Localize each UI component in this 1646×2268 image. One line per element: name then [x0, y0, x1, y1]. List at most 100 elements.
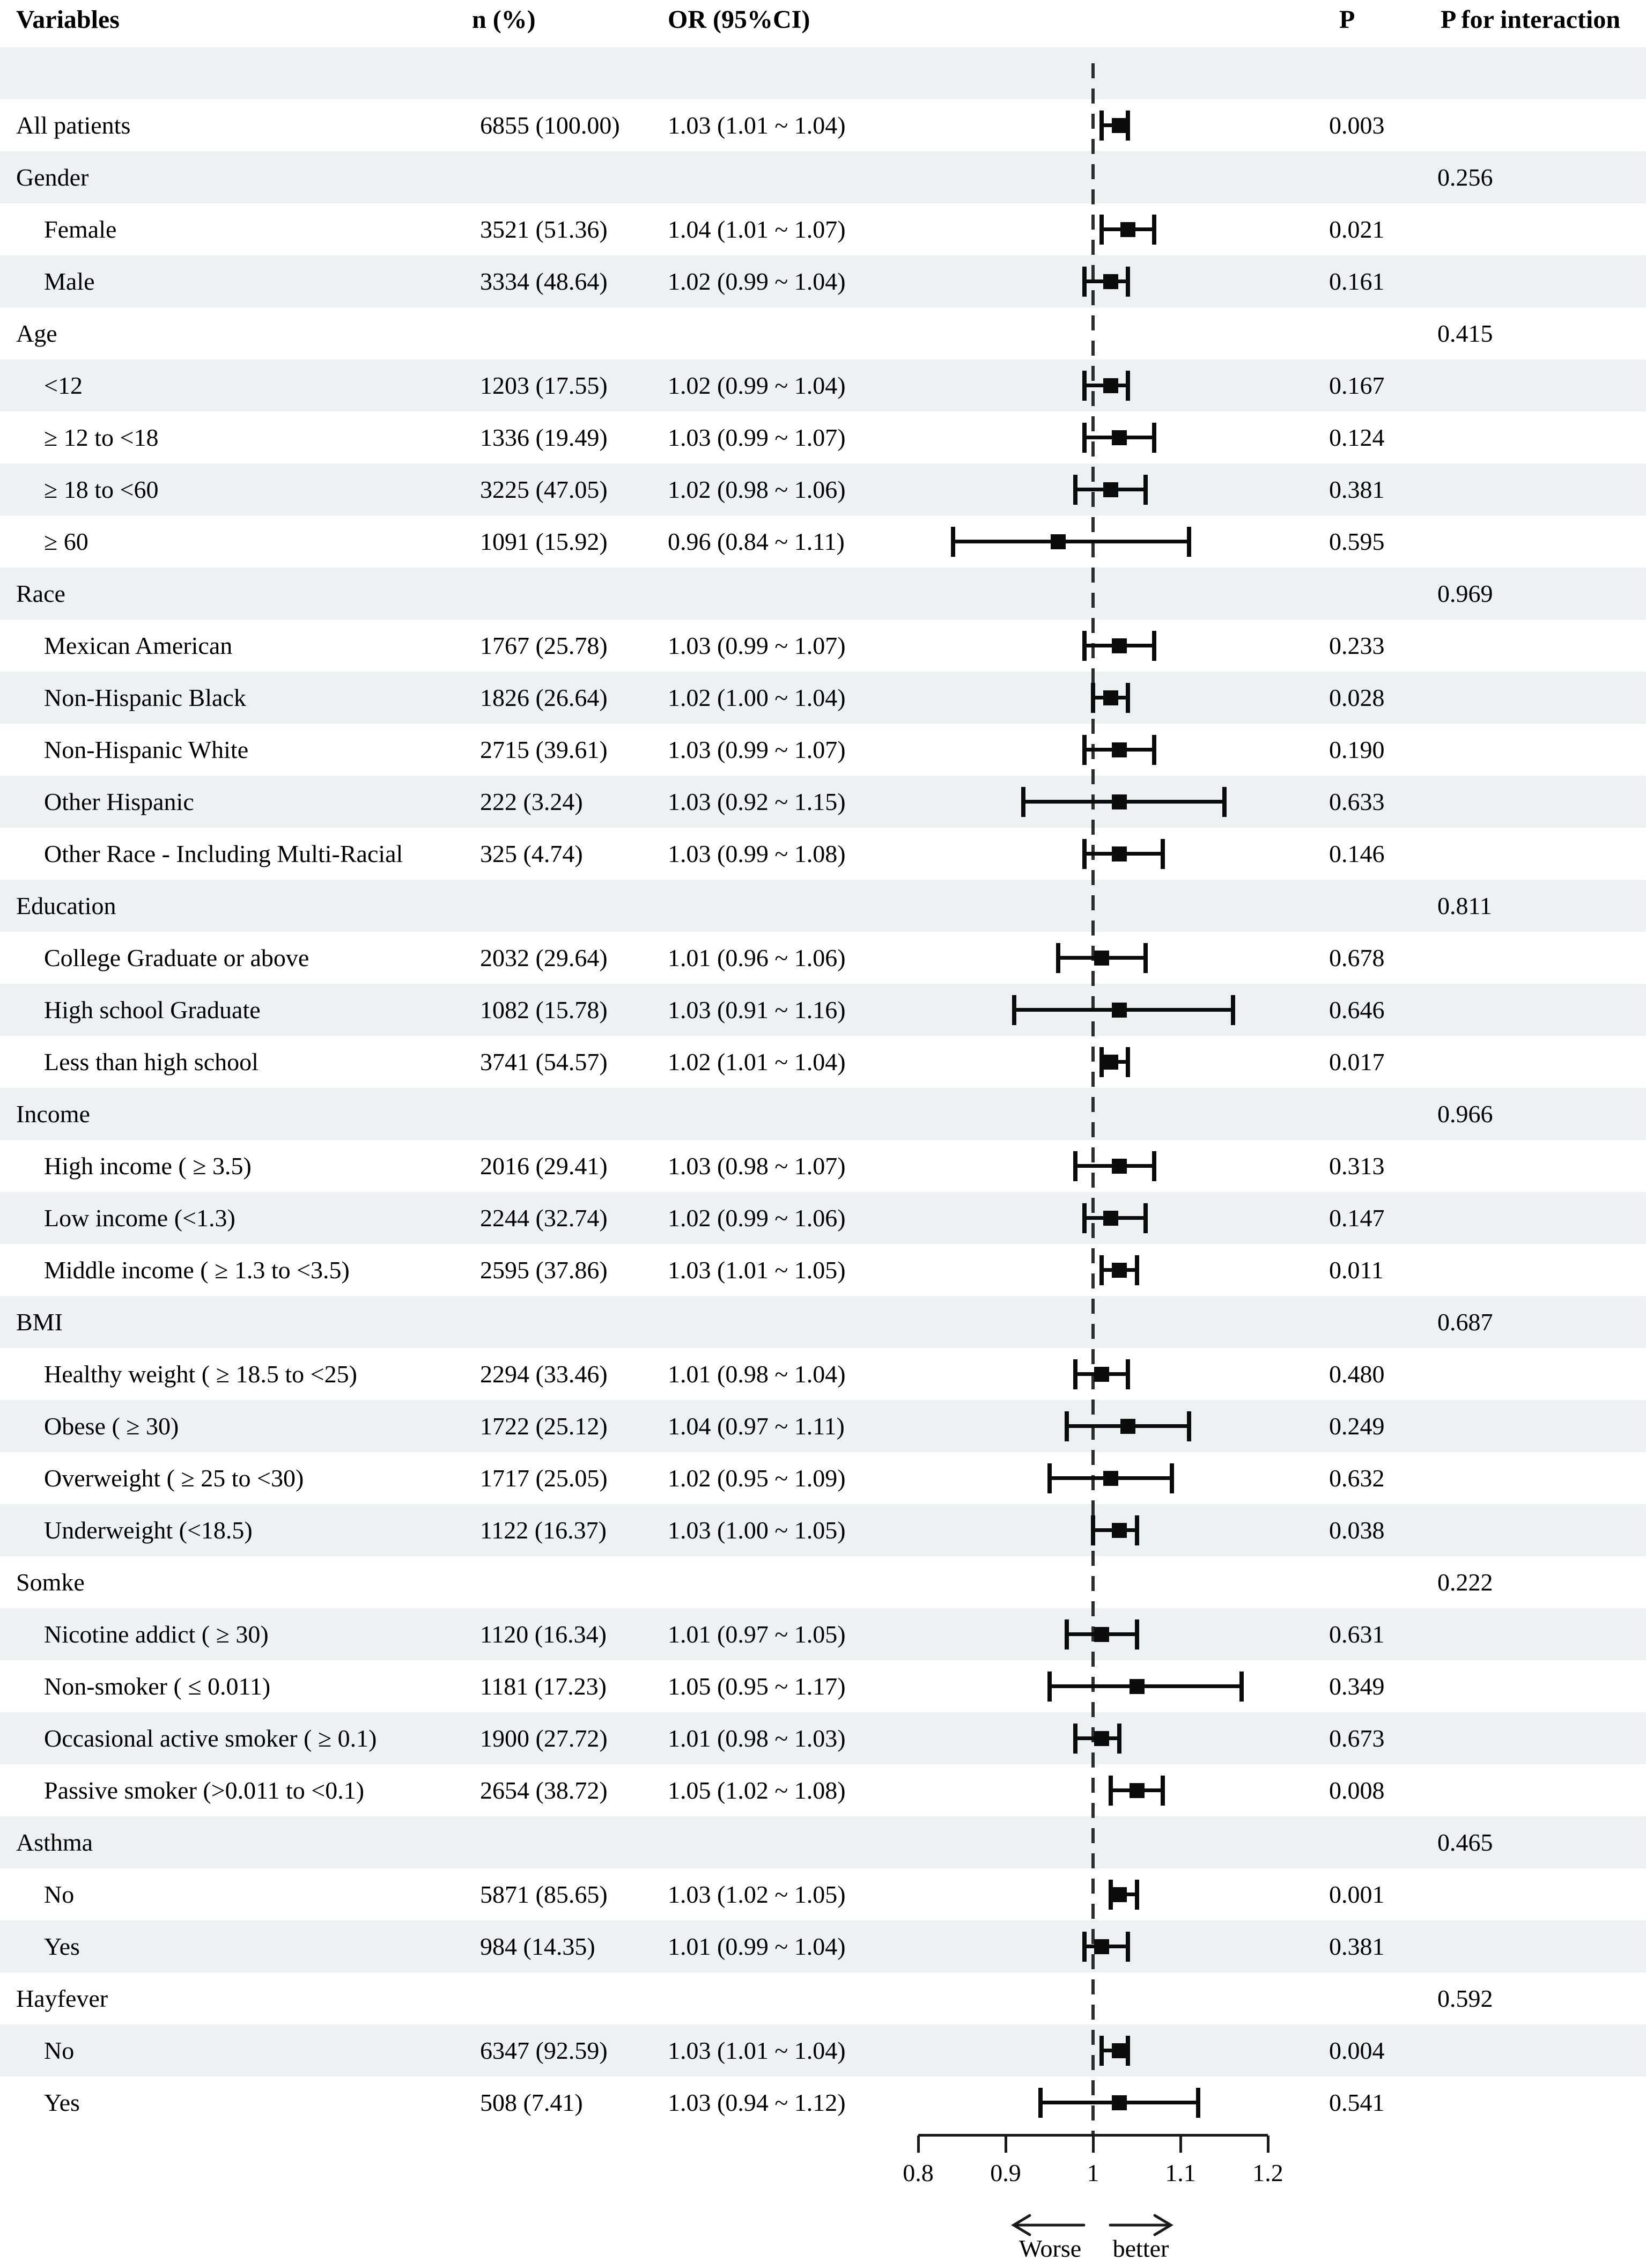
row-p-value: 0.167 [1329, 372, 1385, 399]
row-label: College Graduate or above [44, 944, 309, 971]
ci-cap-right [1161, 838, 1165, 869]
ci-cap-left [1082, 422, 1087, 453]
row-p-value: 0.381 [1329, 1933, 1385, 1960]
row-p-value: 0.003 [1329, 112, 1385, 139]
row-n-pct: 5871 (85.65) [480, 1881, 608, 1908]
table-row: Occasional active smoker ( ≥ 0.1) 1900 (2… [0, 1712, 1646, 1764]
row-n-pct: 1091 (15.92) [480, 528, 608, 555]
row-label: Healthy weight ( ≥ 18.5 to <25) [44, 1360, 357, 1388]
row-p-value: 0.632 [1329, 1464, 1385, 1492]
table-row: Low income (<1.3) 2244 (32.74) 1.02 (0.99 … [0, 1192, 1646, 1244]
row-or-text: 1.03 (1.00 ~ 1.05) [668, 1516, 846, 1544]
table-row: Nicotine addict ( ≥ 30) 1120 (16.34) 1.01 … [0, 1608, 1646, 1660]
column-header-n-pct: n (%) [472, 5, 536, 34]
x-axis-tick [1179, 2136, 1182, 2153]
row-n-pct: 325 (4.74) [480, 840, 583, 867]
ci-cap-right [1143, 942, 1148, 973]
ci-cap-right [1143, 1203, 1148, 1233]
row-label: Non-smoker ( ≤ 0.011) [44, 1673, 271, 1700]
table-row: ≥ 18 to <60 3225 (47.05) 1.02 (0.98 ~ 1.06… [0, 463, 1646, 516]
ci-cap-right [1134, 1255, 1139, 1285]
row-label: <12 [44, 372, 83, 399]
row-n-pct: 3334 (48.64) [480, 268, 608, 295]
or-marker [1111, 117, 1127, 133]
row-label: Yes [44, 2089, 80, 2116]
row-label: Yes [44, 1933, 80, 1960]
table-row: Gender 0.256 [0, 151, 1646, 203]
row-or-text: 1.04 (0.97 ~ 1.11) [668, 1412, 845, 1440]
row-label: Less than high school [44, 1048, 259, 1076]
or-marker [1111, 1522, 1127, 1538]
ci-cap-right [1126, 2035, 1131, 2066]
row-or-text: 1.03 (0.99 ~ 1.08) [668, 840, 846, 867]
or-marker [1129, 1783, 1145, 1798]
row-or-text: 1.05 (0.95 ~ 1.17) [668, 1673, 846, 1700]
ci-cap-right [1126, 682, 1131, 713]
or-marker [1120, 1418, 1136, 1434]
row-label: Education [16, 892, 116, 919]
ci-cap-left [1065, 1619, 1069, 1650]
table-row: No 6347 (92.59) 1.03 (1.01 ~ 1.04) 0.004 [0, 2024, 1646, 2076]
or-marker [1111, 846, 1127, 861]
row-p-interaction: 0.969 [1437, 580, 1493, 607]
x-axis-tick-label: 1.1 [1165, 2159, 1196, 2186]
ci-cap-left [1082, 266, 1087, 297]
or-marker [1094, 1366, 1110, 1382]
table-row: Race 0.969 [0, 568, 1646, 620]
row-or-text: 1.03 (1.01 ~ 1.05) [668, 1256, 846, 1284]
ci-cap-right [1152, 630, 1157, 661]
row-p-value: 0.017 [1329, 1048, 1385, 1076]
table-row: Non-Hispanic White 2715 (39.61) 1.03 (0.99… [0, 724, 1646, 776]
table-row: Hayfever 0.592 [0, 1972, 1646, 2024]
row-n-pct: 1717 (25.05) [480, 1464, 608, 1492]
row-label: Nicotine addict ( ≥ 30) [44, 1621, 269, 1648]
ci-cap-left [1047, 1671, 1052, 1702]
row-p-value: 0.038 [1329, 1516, 1385, 1544]
row-p-value: 0.678 [1329, 944, 1385, 971]
column-header-variables: Variables [16, 5, 120, 34]
table-row: Education 0.811 [0, 880, 1646, 932]
row-label: Non-Hispanic Black [44, 684, 246, 711]
or-marker [1103, 482, 1118, 497]
row-p-interaction: 0.811 [1437, 892, 1492, 919]
row-or-text: 1.05 (1.02 ~ 1.08) [668, 1777, 846, 1804]
ci-cap-left [1012, 995, 1017, 1025]
row-p-value: 0.673 [1329, 1725, 1385, 1752]
ci-cap-left [1099, 110, 1104, 141]
ci-cap-right [1187, 1411, 1192, 1441]
row-label: Middle income ( ≥ 1.3 to <3.5) [44, 1256, 350, 1284]
table-row: Underweight (<18.5) 1122 (16.37) 1.03 (1.0… [0, 1504, 1646, 1556]
direction-arrows [1011, 2214, 1173, 2236]
row-label: Passive smoker (>0.011 to <0.1) [44, 1777, 365, 1804]
or-marker [1050, 534, 1066, 549]
table-row: High income ( ≥ 3.5) 2016 (29.41) 1.03 (0.… [0, 1140, 1646, 1192]
table-row: Middle income ( ≥ 1.3 to <3.5) 2595 (37.8… [0, 1244, 1646, 1296]
row-p-value: 0.008 [1329, 1777, 1385, 1804]
reference-line-or-1 [1091, 63, 1095, 2136]
table-row: Passive smoker (>0.011 to <0.1) 2654 (38.… [0, 1764, 1646, 1816]
or-marker [1111, 430, 1127, 445]
row-label: High school Graduate [44, 996, 261, 1023]
row-label: ≥ 18 to <60 [44, 476, 159, 503]
or-marker [1111, 1158, 1127, 1174]
table-row: <12 1203 (17.55) 1.02 (0.99 ~ 1.04) 0.167 [0, 359, 1646, 411]
row-or-text: 1.02 (0.98 ~ 1.06) [668, 476, 846, 503]
table-row: Somke 0.222 [0, 1556, 1646, 1608]
row-n-pct: 222 (3.24) [480, 788, 583, 815]
or-marker [1111, 638, 1127, 653]
or-marker [1120, 222, 1136, 237]
table-row: Yes 984 (14.35) 1.01 (0.99 ~ 1.04) 0.381 [0, 1920, 1646, 1972]
ci-cap-left [1099, 1047, 1104, 1077]
ci-cap-right [1152, 422, 1157, 453]
row-or-text: 1.01 (0.97 ~ 1.05) [668, 1621, 846, 1648]
row-p-value: 0.595 [1329, 528, 1385, 555]
table-row: Age 0.415 [0, 307, 1646, 359]
table-row: High school Graduate 1082 (15.78) 1.03 (0.… [0, 984, 1646, 1036]
ci-cap-left [1082, 734, 1087, 765]
row-n-pct: 1767 (25.78) [480, 632, 608, 659]
row-label: Mexican American [44, 632, 233, 659]
ci-cap-left [1082, 1931, 1087, 1962]
row-n-pct: 2032 (29.64) [480, 944, 608, 971]
ci-cap-right [1134, 1619, 1139, 1650]
table-row: Other Race - Including Multi-Racial 325 (… [0, 828, 1646, 880]
